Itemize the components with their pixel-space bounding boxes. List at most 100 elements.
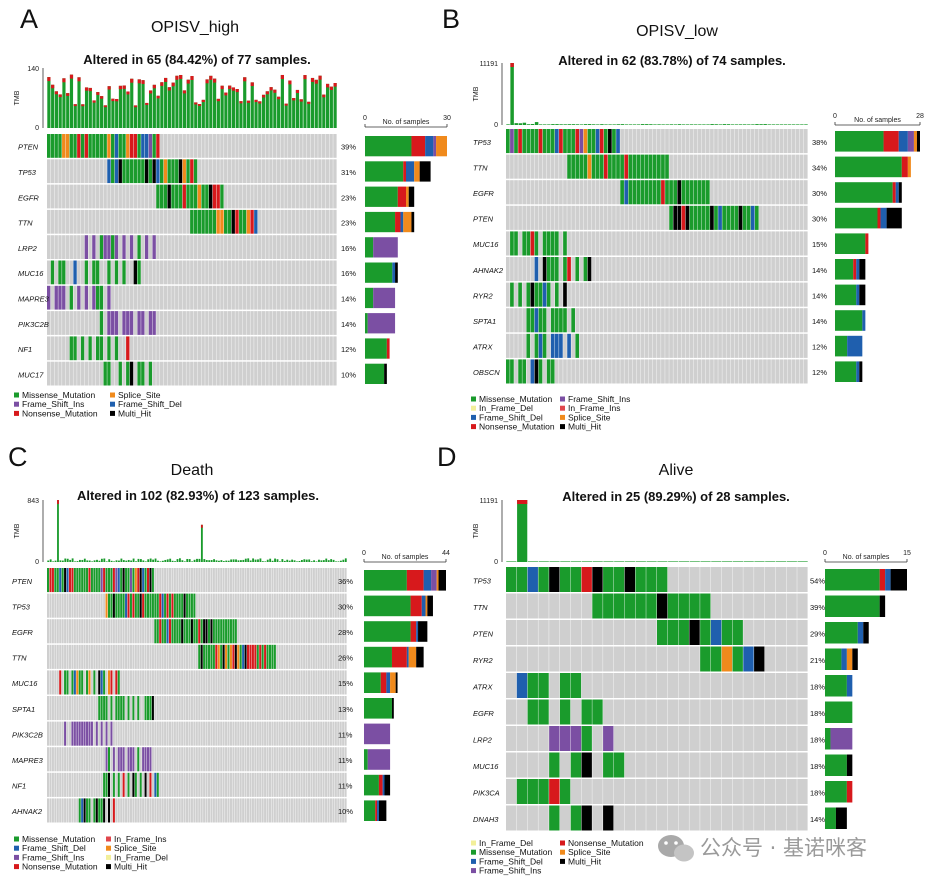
mutation-cell [168,593,171,618]
empty-cell [132,644,135,669]
empty-cell [307,696,311,721]
tmb-bar [333,83,337,128]
empty-cell [705,257,710,282]
empty-cell [673,359,678,384]
mutation-cell [154,593,157,618]
empty-cell [726,359,731,384]
empty-cell [81,772,84,797]
tmb-bar-nonsense [261,94,266,98]
empty-cell [738,231,743,256]
gene-label: RYR2 [473,656,494,665]
mutation-cell [78,721,81,746]
mutation-cell [149,747,152,772]
mutation-cell [268,644,271,669]
mutation-cell [542,231,547,256]
mutation-cell [107,361,111,386]
empty-cell [599,282,604,307]
empty-cell [71,619,74,644]
mutation-cell [47,285,51,310]
mutation-cell [107,134,111,158]
tmb-bar [281,559,284,562]
mutation-cell [231,209,235,234]
empty-cell [190,670,193,695]
mutation-cell [59,568,62,593]
empty-cell [312,747,315,772]
empty-cell [669,359,673,384]
empty-cell [118,311,122,335]
empty-cell [732,699,743,725]
empty-cell [125,696,128,721]
empty-cell [166,747,169,772]
mutation-cell [132,747,135,772]
empty-cell [212,336,217,361]
mutation-cell [114,134,119,158]
empty-cell [635,752,646,778]
empty-cell [54,311,58,335]
gene-count-segment [365,262,393,283]
mutation-cell [186,619,189,644]
empty-cell [779,257,784,282]
empty-cell [156,361,160,386]
empty-cell [261,798,264,823]
tmb-bar-nonsense [194,102,198,105]
empty-cell [142,670,145,695]
mutation-cell [64,568,67,593]
empty-cell [310,134,315,158]
tmb-bar [549,561,560,562]
mutation-cell [550,231,555,256]
mutation-cell [678,620,689,645]
mutation-cell [129,235,134,259]
tmb-bar [88,560,91,562]
empty-cell [764,620,776,645]
mutation-cell [714,205,718,230]
empty-cell [746,282,751,307]
empty-cell [247,593,250,618]
empty-cell [763,282,767,307]
empty-cell [201,311,205,335]
empty-cell [592,779,603,804]
tmb-bar-nonsense [250,82,254,87]
mutation-cell [567,257,571,282]
empty-cell [754,805,765,831]
empty-cell [661,359,665,384]
empty-cell [327,593,330,618]
empty-cell [259,747,262,772]
mutation-cell [514,231,518,256]
tmb-bar-nonsense [510,63,514,67]
tmb-bar-nonsense [213,78,217,83]
empty-cell [84,209,89,234]
mutation-cell [132,593,135,618]
empty-cell [144,798,147,823]
empty-cell [247,798,250,823]
empty-cell [208,235,213,259]
empty-cell [334,721,337,746]
mutation-cell [526,282,531,307]
tmb-bar-nonsense [54,91,58,95]
empty-cell [256,721,259,746]
empty-cell [190,696,193,721]
tmb-bar [681,124,686,125]
tmb-bar [284,103,288,128]
empty-cell [137,285,141,310]
tmb-bar [632,124,637,125]
empty-cell [329,696,332,721]
empty-cell [783,308,788,333]
legend-item: Missense_Mutation [479,394,553,404]
empty-cell [506,180,510,205]
mutation-cell [732,620,743,645]
tmb-bar [318,559,320,562]
tmb-bar [120,558,123,562]
empty-cell [734,333,739,358]
empty-cell [312,568,315,593]
gene-count-segment [364,774,379,796]
mutation-cell [144,159,149,184]
mutation-cell [587,154,592,179]
empty-cell [159,772,162,797]
empty-cell [803,308,808,333]
empty-cell [310,593,313,618]
empty-cell [197,311,202,335]
empty-cell [276,311,281,335]
mutation-cell [549,752,560,778]
empty-cell [764,593,776,619]
